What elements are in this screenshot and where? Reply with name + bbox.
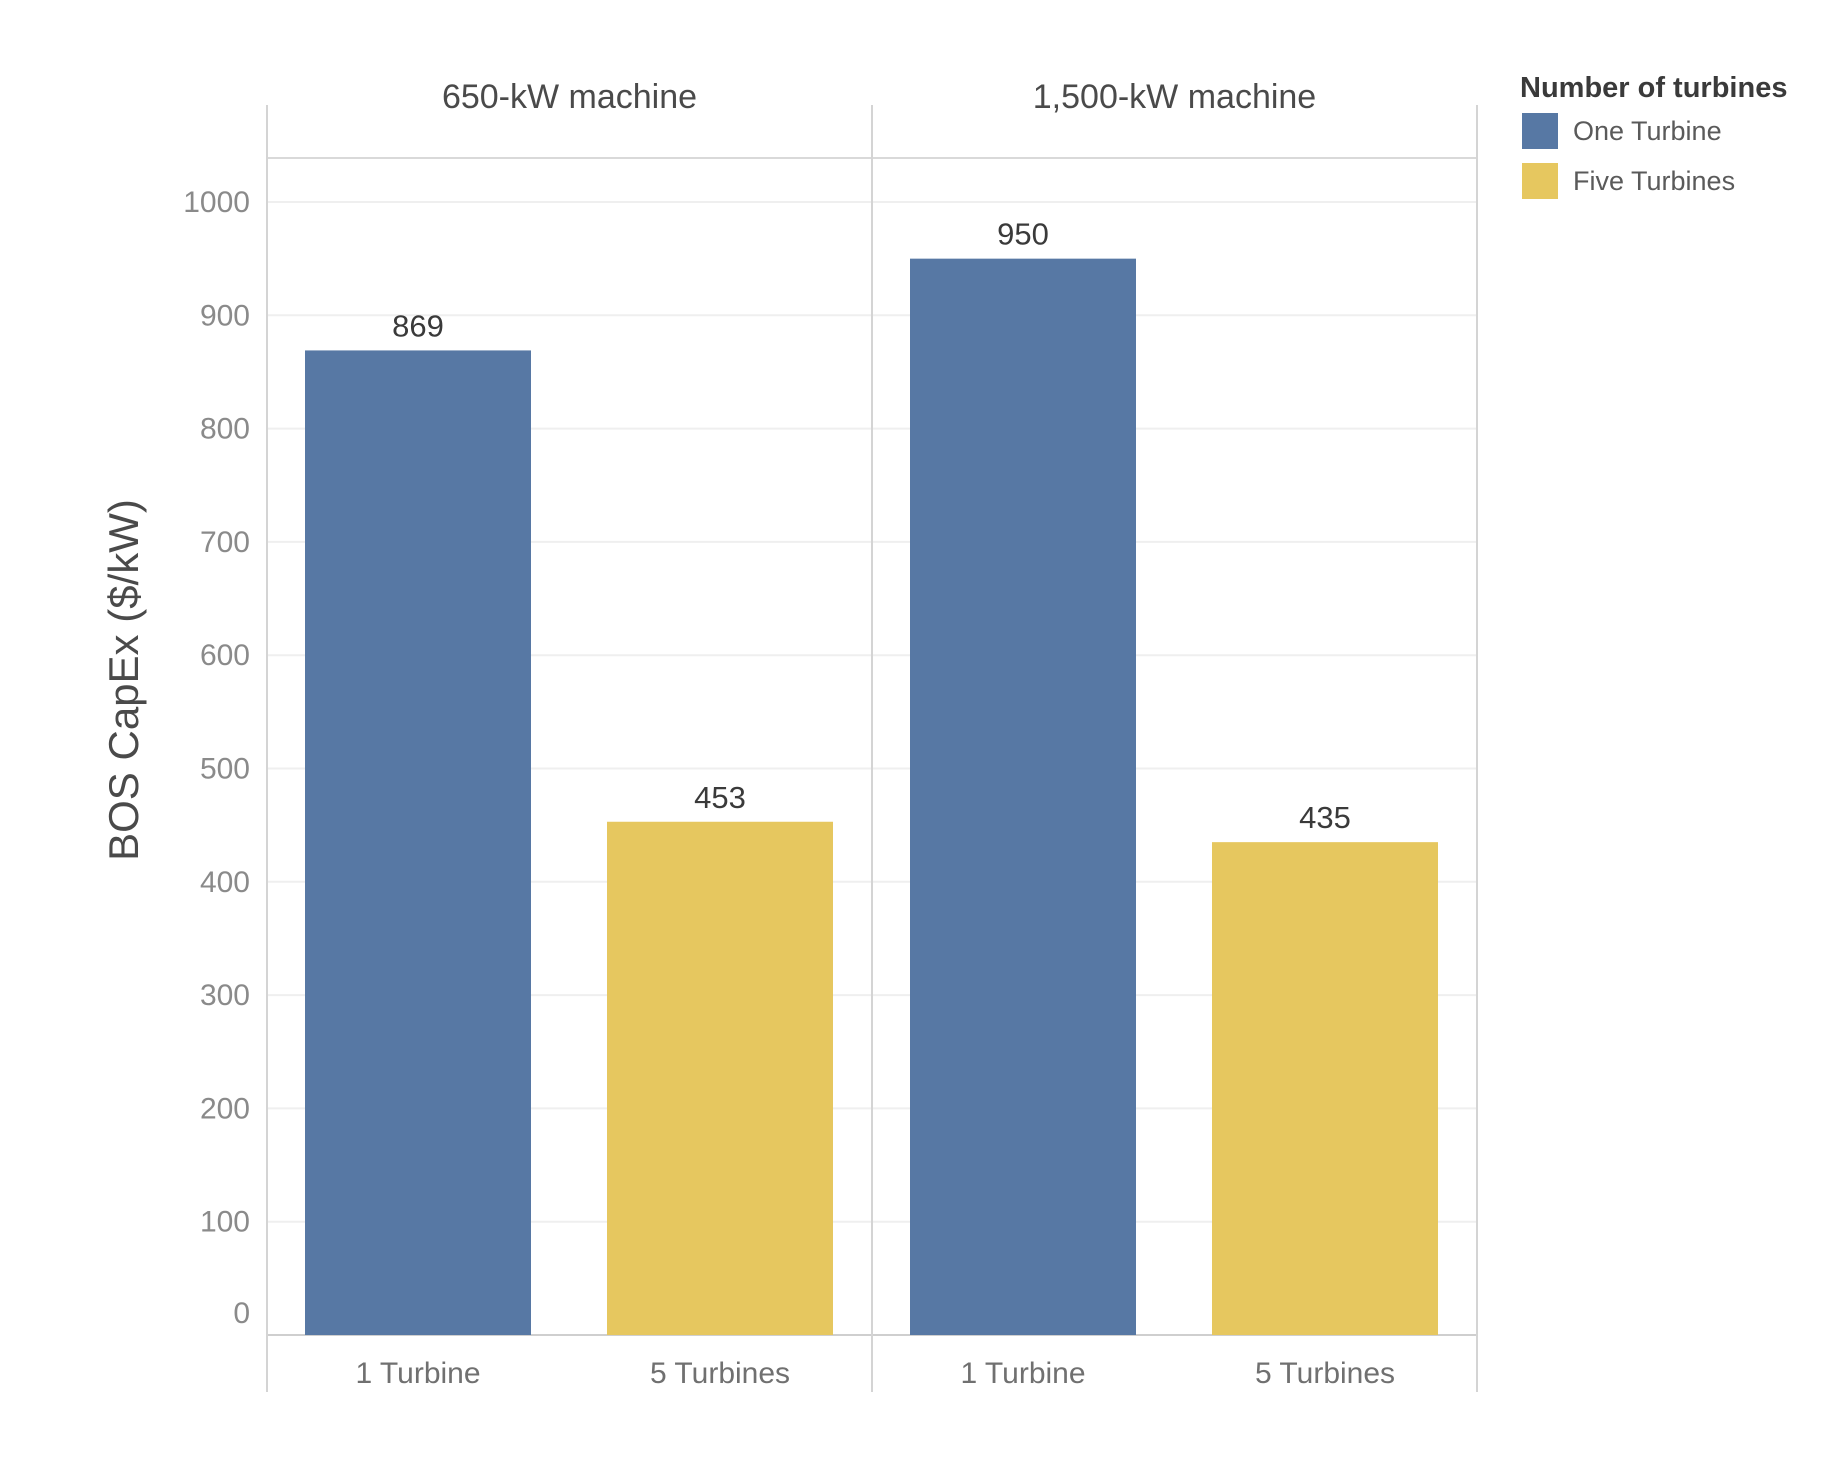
y-tick-label: 200 [200,1092,250,1125]
y-tick-label: 700 [200,526,250,559]
legend-title: Number of turbines [1520,72,1787,104]
x-category-label: 1 Turbine [355,1357,480,1390]
y-tick-label: 1000 [183,186,250,219]
y-tick-label: 0 [233,1297,250,1330]
bar-five-turbines [1212,842,1438,1335]
legend-swatch [1522,163,1558,199]
y-tick-label: 400 [200,866,250,899]
x-category-label: 5 Turbines [1255,1357,1395,1390]
y-tick-label: 900 [200,299,250,332]
legend-item-label: Five Turbines [1573,166,1735,196]
panel-title: 650-kW machine [442,78,697,116]
y-tick-label: 300 [200,979,250,1012]
bar-value-label: 950 [997,217,1049,252]
panel-title: 1,500-kW machine [1033,78,1316,116]
labels: 0 100 200 300 400 500 600 700 800 900 1000 650-kW m… [100,78,1395,1390]
x-category-label: 1 Turbine [960,1357,1085,1390]
y-tick-label: 600 [200,639,250,672]
bars [305,258,1438,1336]
bar-value-label: 435 [1299,800,1351,835]
legend-item-label: One Turbine [1573,116,1722,146]
bar-one-turbine [910,258,1136,1335]
y-tick-label: 800 [200,413,250,446]
bar-value-label: 869 [392,308,444,343]
y-axis-title: BOS CapEx ($/kW) [100,499,147,861]
bar-one-turbine [305,350,531,1336]
y-tick-label: 500 [200,753,250,786]
bar-value-label: 453 [694,780,746,815]
bar-five-turbines [607,821,833,1335]
legend: Number of turbines One Turbine Five Turbin… [1520,72,1787,199]
y-tick-label: 100 [200,1206,250,1239]
x-category-label: 5 Turbines [650,1357,790,1390]
legend-swatch [1522,113,1558,149]
